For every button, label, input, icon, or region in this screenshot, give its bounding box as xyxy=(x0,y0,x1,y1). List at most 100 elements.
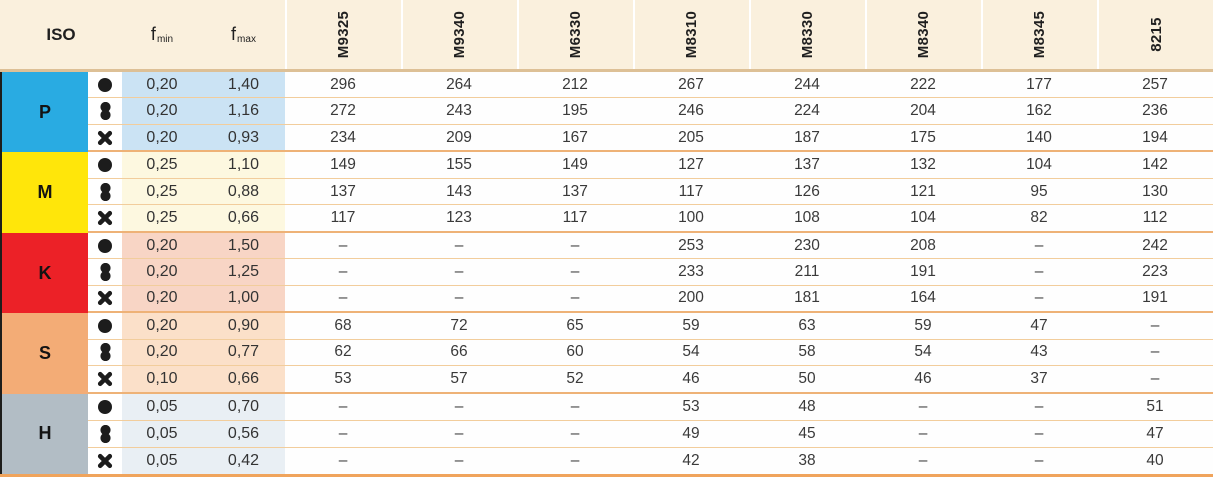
value-cell: – xyxy=(454,236,464,254)
fmin-cell: 0,20 xyxy=(122,339,202,366)
fmax-cell: 1,40 xyxy=(202,72,285,98)
value-cell: 242 xyxy=(1142,236,1168,254)
value-cell: – xyxy=(570,236,580,254)
fmin-cell: 0,25 xyxy=(122,178,202,205)
value-cell: 63 xyxy=(798,316,816,334)
value-cell: – xyxy=(454,289,464,307)
value-cell: – xyxy=(918,424,928,442)
fmax-symbol: f xyxy=(231,24,237,44)
iso-cell: P xyxy=(0,72,88,153)
double-circle-icon xyxy=(98,343,113,362)
grade-label: M8345 xyxy=(1031,10,1049,59)
value-cell: – xyxy=(1034,289,1044,307)
value-cell: 246 xyxy=(678,102,704,120)
grade-label: M6330 xyxy=(567,10,585,59)
value-cell: 66 xyxy=(450,343,468,361)
value-cell: 50 xyxy=(798,369,816,387)
value-cells: – – – 49 45 – – 47 xyxy=(285,421,1213,447)
circle-icon xyxy=(97,238,113,254)
group-rows: 0,20 1,40 296 264 212 267 244 222 177 257 0,20 … xyxy=(88,72,1213,153)
table-row: 0,20 1,50 – – – 253 230 208 – 242 xyxy=(88,232,1213,260)
value-cell: 57 xyxy=(450,369,468,387)
value-cell: – xyxy=(338,289,348,307)
double-circle-icon xyxy=(98,424,113,443)
value-cell: 42 xyxy=(682,451,700,469)
value-cell: 53 xyxy=(334,369,352,387)
value-cell: 46 xyxy=(682,369,700,387)
value-cell: 117 xyxy=(678,182,704,200)
icon-cell xyxy=(88,366,122,392)
icon-cell xyxy=(88,205,122,231)
double-circle-icon xyxy=(98,182,113,201)
grade-column-header: M8310 xyxy=(633,0,749,69)
cross-icon xyxy=(97,210,113,226)
value-cell: 117 xyxy=(330,209,356,227)
value-cell: – xyxy=(1150,316,1160,334)
value-cell: – xyxy=(338,397,348,415)
value-cells: 62 66 60 54 58 54 43 – xyxy=(285,340,1213,365)
value-cell: 195 xyxy=(562,102,588,120)
value-cell: – xyxy=(338,451,348,469)
value-cell: – xyxy=(570,397,580,415)
value-cell: 121 xyxy=(910,182,936,200)
value-cell: 244 xyxy=(794,75,820,93)
group-rows: 0,20 1,50 – – –253 230 208–242 0,20 1,25 – – –… xyxy=(88,232,1213,314)
value-cell: – xyxy=(1034,451,1044,469)
value-cell: 62 xyxy=(334,343,352,361)
value-cell: – xyxy=(1150,369,1160,387)
value-cell: 167 xyxy=(562,128,588,146)
circle-icon xyxy=(97,77,113,93)
value-cell: 51 xyxy=(1146,397,1164,415)
value-cell: 59 xyxy=(682,316,700,334)
table-row: 0,25 0,88 137 143 137 117 126 121 95 130 xyxy=(88,178,1213,206)
value-cell: 43 xyxy=(1030,343,1048,361)
value-cells: – – – 200 181 164 – 191 xyxy=(285,286,1213,311)
icon-cell xyxy=(88,259,122,285)
value-cells: – – – 253 230 208 – 242 xyxy=(285,233,1213,258)
table-row: 0,20 1,16 272 243 195 246 224 204 162 236 xyxy=(88,98,1213,125)
value-cell: 187 xyxy=(794,128,820,146)
fmin-cell: 0,20 xyxy=(122,285,202,312)
icon-cell xyxy=(88,232,122,259)
cross-icon xyxy=(97,453,113,469)
value-cell: – xyxy=(1034,424,1044,442)
circle-icon xyxy=(97,318,113,334)
grade-column-header: M8340 xyxy=(865,0,981,69)
fmax-cell: 0,42 xyxy=(202,447,285,474)
value-cell: – xyxy=(918,451,928,469)
fmin-cell: 0,05 xyxy=(122,393,202,420)
value-cell: 108 xyxy=(794,209,820,227)
value-cell: 130 xyxy=(1142,182,1168,200)
table-header: ISO f min f max M9325 M9340 M6330 M8310 M8… xyxy=(0,0,1213,72)
value-cell: – xyxy=(1034,397,1044,415)
value-cell: 233 xyxy=(678,263,704,281)
value-cell: 264 xyxy=(446,75,472,93)
cross-icon xyxy=(97,290,113,306)
icon-cell xyxy=(88,152,122,178)
fmax-cell: 0,66 xyxy=(202,366,285,392)
value-cell: 253 xyxy=(678,236,704,254)
value-cells: 296 264 212 267 244 222 177 257 xyxy=(285,72,1213,97)
value-cell: 95 xyxy=(1030,182,1048,200)
value-cell: 243 xyxy=(446,102,472,120)
fmax-cell: 0,56 xyxy=(202,420,285,447)
grade-column-header: M9340 xyxy=(401,0,517,69)
value-cell: – xyxy=(570,263,580,281)
icon-cell xyxy=(88,178,122,205)
value-cell: 104 xyxy=(1026,156,1052,174)
value-cell: 137 xyxy=(562,182,588,200)
value-cell: 272 xyxy=(330,102,356,120)
value-cell: 155 xyxy=(446,156,472,174)
value-cells: 68 72 65 59 63 59 47 – xyxy=(285,313,1213,338)
grade-label: M9325 xyxy=(335,10,353,59)
value-cell: 142 xyxy=(1142,156,1168,174)
value-cell: 191 xyxy=(910,263,936,281)
icon-cell xyxy=(88,447,122,474)
group-rows: 0,20 0,90 68 72 65 59 63 59 47 – 0,20 0,77 62 66… xyxy=(88,313,1213,394)
fmin-cell: 0,20 xyxy=(122,232,202,259)
table-row: 0,20 1,40 296 264 212 267 244 222 177 257 xyxy=(88,72,1213,99)
value-cell: – xyxy=(454,451,464,469)
value-cell: 234 xyxy=(330,128,356,146)
value-cell: 209 xyxy=(446,128,472,146)
table-row: 0,25 1,10 149 155 149 127 137 132 104 142 xyxy=(88,152,1213,179)
